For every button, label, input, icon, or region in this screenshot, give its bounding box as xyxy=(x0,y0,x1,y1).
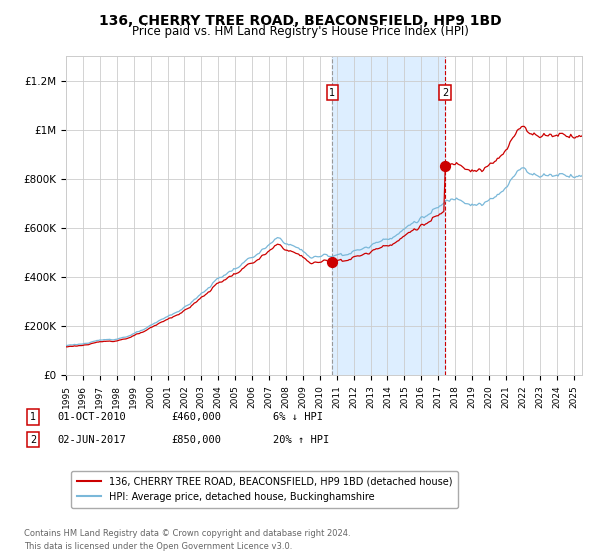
Point xyxy=(328,258,337,267)
Text: £850,000: £850,000 xyxy=(171,435,221,445)
Text: 02-JUN-2017: 02-JUN-2017 xyxy=(57,435,126,445)
Text: 20% ↑ HPI: 20% ↑ HPI xyxy=(273,435,329,445)
Text: 136, CHERRY TREE ROAD, BEACONSFIELD, HP9 1BD: 136, CHERRY TREE ROAD, BEACONSFIELD, HP9… xyxy=(98,14,502,28)
Text: Contains HM Land Registry data © Crown copyright and database right 2024.
This d: Contains HM Land Registry data © Crown c… xyxy=(24,529,350,550)
Text: Price paid vs. HM Land Registry's House Price Index (HPI): Price paid vs. HM Land Registry's House … xyxy=(131,25,469,38)
Bar xyxy=(332,56,445,375)
Point xyxy=(440,162,450,171)
Text: £460,000: £460,000 xyxy=(171,412,221,422)
Text: 2: 2 xyxy=(30,435,36,445)
Text: 1: 1 xyxy=(329,88,335,97)
Text: 1: 1 xyxy=(30,412,36,422)
Text: 2: 2 xyxy=(442,88,448,97)
Legend: 136, CHERRY TREE ROAD, BEACONSFIELD, HP9 1BD (detached house), HPI: Average pric: 136, CHERRY TREE ROAD, BEACONSFIELD, HP9… xyxy=(71,471,458,507)
Text: 6% ↓ HPI: 6% ↓ HPI xyxy=(273,412,323,422)
Text: 01-OCT-2010: 01-OCT-2010 xyxy=(57,412,126,422)
